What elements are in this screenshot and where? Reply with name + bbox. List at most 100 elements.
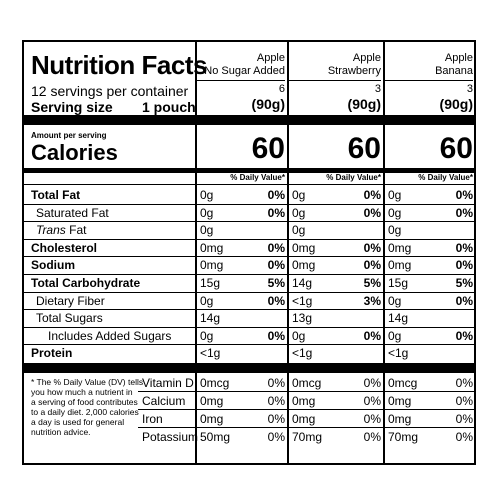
vitamin-amount: 0mcg bbox=[200, 376, 230, 390]
dv-header: % Daily Value* bbox=[230, 173, 285, 182]
vitamin-amount: 0mcg bbox=[292, 376, 322, 390]
nutrient-dv: 5% bbox=[363, 276, 381, 290]
nutrient-amount: <1g bbox=[292, 293, 313, 308]
nutrient-dv: 0% bbox=[363, 258, 381, 273]
row-divider bbox=[22, 309, 476, 311]
nutrient-label: Sodium bbox=[31, 258, 75, 273]
nutrient-label: Total Fat bbox=[31, 188, 81, 202]
nutrient-amount: 0mg bbox=[200, 258, 224, 273]
nutrient-amount: 14g bbox=[388, 311, 409, 326]
servings-count: 3 bbox=[466, 83, 473, 95]
product-name: Apple bbox=[256, 52, 285, 64]
nutrient-amount: 0g bbox=[200, 188, 214, 202]
nutrient-amount: 0g bbox=[292, 328, 306, 343]
nutrient-label: Cholesterol bbox=[31, 240, 98, 255]
vitamin-label: Potassium bbox=[142, 430, 199, 444]
nutrient-dv: 5% bbox=[267, 276, 285, 290]
nutrient-dv: 3% bbox=[363, 293, 381, 308]
nutrient-dv: 0% bbox=[455, 205, 473, 220]
vitamin-dv: 0% bbox=[455, 376, 473, 390]
vitamin-amount: 0mg bbox=[200, 394, 224, 408]
calories-value: 60 bbox=[347, 132, 381, 165]
vitamin-dv: 0% bbox=[363, 394, 381, 408]
vitamin-amount: 0mg bbox=[200, 412, 224, 426]
nutrient-amount: 0g bbox=[200, 223, 214, 238]
vitamin-dv: 0% bbox=[455, 412, 473, 426]
nutrient-dv: 0% bbox=[267, 205, 285, 220]
nutrient-label: Total Sugars bbox=[36, 311, 103, 326]
nutrient-label-suffix: Fat bbox=[65, 223, 87, 238]
nutrient-dv: 0% bbox=[363, 188, 381, 202]
nutrient-amount: <1g bbox=[292, 346, 313, 361]
nutrient-label: Total Carbohydrate bbox=[31, 276, 141, 290]
nutrient-dv: 0% bbox=[455, 328, 473, 343]
row-divider bbox=[22, 274, 476, 275]
row-divider bbox=[22, 238, 476, 240]
vitamin-amount: 50mg bbox=[200, 430, 231, 444]
dv-header: % Daily Value* bbox=[326, 173, 381, 182]
vitamin-amount: 0mg bbox=[388, 412, 412, 426]
row-divider bbox=[22, 221, 476, 223]
nutrient-dv: 5% bbox=[455, 276, 473, 290]
row-divider bbox=[385, 80, 473, 81]
vitamin-dv: 0% bbox=[455, 394, 473, 408]
nutrient-amount: 0g bbox=[388, 223, 402, 238]
row-divider bbox=[138, 391, 476, 392]
nutrient-label: Saturated Fat bbox=[36, 205, 109, 220]
footnote-line: a serving of food contributes bbox=[31, 397, 138, 407]
nutrient-amount: 0g bbox=[200, 328, 214, 343]
row-divider bbox=[197, 80, 285, 81]
nutrient-label: Includes Added Sugars bbox=[48, 328, 172, 343]
vitamin-dv: 0% bbox=[267, 394, 285, 408]
serving-size-label: Serving size bbox=[31, 99, 113, 115]
vitamin-dv: 0% bbox=[267, 412, 285, 426]
footnote-line: you how much a nutrient in bbox=[31, 387, 133, 397]
vitamin-label: Vitamin D bbox=[142, 376, 194, 390]
serving-weight: (90g) bbox=[347, 96, 381, 112]
nutrient-dv: 0% bbox=[455, 188, 473, 202]
serving-size-value: 1 pouch bbox=[142, 99, 196, 115]
nutrient-amount: 13g bbox=[292, 311, 313, 326]
page-title: Nutrition Facts bbox=[31, 50, 207, 80]
footnote-line: nutrition advice. bbox=[31, 427, 91, 437]
nutrient-amount: 0mg bbox=[292, 258, 316, 273]
vitamin-dv: 0% bbox=[363, 412, 381, 426]
product-variant: Strawberry bbox=[327, 65, 381, 77]
nutrient-amount: 0g bbox=[388, 188, 402, 202]
row-divider bbox=[22, 291, 476, 293]
nutrient-amount: 0g bbox=[292, 188, 306, 202]
nutrient-label: Protein bbox=[31, 346, 73, 361]
nutrient-amount: 0g bbox=[388, 293, 402, 308]
nutrient-amount: 0g bbox=[388, 328, 402, 343]
vitamin-amount: 0mcg bbox=[388, 376, 418, 390]
nutrient-amount: 0g bbox=[388, 205, 402, 220]
servings-count: 6 bbox=[278, 83, 285, 95]
label-border bbox=[22, 40, 476, 465]
footnote-line: * The % Daily Value (DV) tells bbox=[31, 377, 144, 387]
vitamin-amount: 0mg bbox=[292, 394, 316, 408]
nutrient-amount: 0mg bbox=[200, 240, 224, 255]
calories-value: 60 bbox=[251, 132, 285, 165]
row-divider bbox=[22, 344, 476, 346]
nutrient-amount: <1g bbox=[388, 346, 409, 361]
row-divider bbox=[138, 409, 476, 410]
medium-divider bbox=[22, 168, 476, 173]
column-separator bbox=[287, 40, 289, 465]
nutrient-amount: 0g bbox=[292, 205, 306, 220]
nutrient-dv: 0% bbox=[267, 258, 285, 273]
column-separator bbox=[195, 40, 197, 465]
nutrient-amount: 0g bbox=[200, 205, 214, 220]
nutrient-label: Dietary Fiber bbox=[36, 293, 105, 308]
nutrient-dv: 0% bbox=[267, 188, 285, 202]
nutrient-dv: 0% bbox=[267, 240, 285, 255]
servings-per-container: 12 servings per container bbox=[31, 83, 189, 99]
nutrient-label: Trans Fat bbox=[36, 224, 86, 236]
nutrient-dv: 0% bbox=[363, 205, 381, 220]
thick-divider bbox=[22, 115, 476, 125]
nutrient-dv: 0% bbox=[455, 240, 473, 255]
row-divider bbox=[22, 256, 476, 258]
product-name: Apple bbox=[352, 52, 381, 64]
servings-count: 3 bbox=[374, 83, 381, 95]
serving-weight: (90g) bbox=[439, 96, 473, 112]
vitamin-label: Iron bbox=[142, 412, 163, 426]
